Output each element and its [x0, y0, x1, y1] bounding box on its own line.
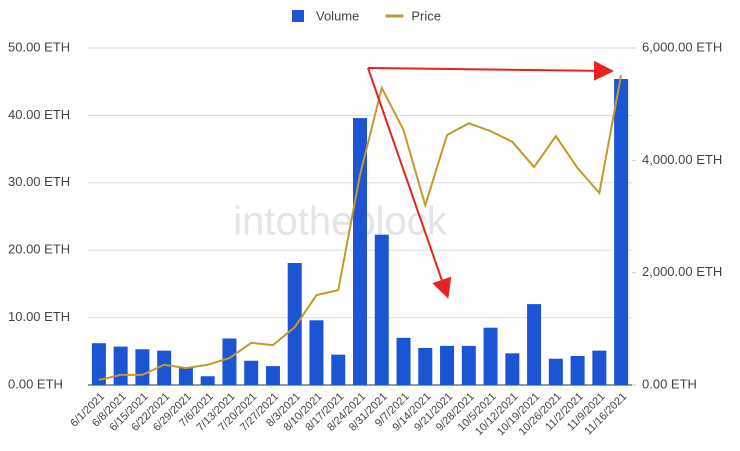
bar [287, 263, 302, 385]
watermark: intotheblock [233, 200, 447, 244]
bar [570, 356, 585, 385]
bar [440, 345, 455, 385]
bar [527, 304, 542, 385]
y-tick-label: 0.00 ETH [8, 376, 63, 391]
bar [483, 327, 498, 385]
bar [265, 366, 280, 385]
bar [157, 350, 172, 385]
y2-tick-label: 2,000.00 ETH [642, 264, 722, 279]
legend-swatch [292, 10, 304, 22]
bar [135, 349, 150, 385]
bar [244, 360, 259, 385]
bar [396, 337, 411, 385]
bar [353, 118, 367, 385]
legend-label: Volume [316, 8, 359, 23]
bar [418, 347, 433, 385]
y2-tick-label: 4,000.00 ETH [642, 152, 722, 167]
bar [113, 346, 128, 385]
bar [91, 343, 106, 385]
bar [548, 358, 563, 385]
y2-tick-label: 0.00 ETH [642, 376, 697, 391]
bar [200, 376, 215, 385]
bar [461, 345, 476, 385]
annotation-arrow [367, 67, 452, 299]
bar [374, 234, 389, 385]
bar [614, 79, 629, 385]
bar [505, 353, 520, 385]
bar [178, 368, 193, 385]
y-tick-label: 20.00 ETH [8, 242, 70, 257]
bar [331, 354, 346, 385]
y-tick-label: 10.00 ETH [8, 309, 70, 324]
y-tick-label: 50.00 ETH [8, 39, 70, 54]
y-tick-label: 30.00 ETH [8, 174, 70, 189]
bar [592, 350, 607, 385]
price-line [98, 74, 623, 381]
annotation-arrow [367, 60, 614, 81]
bar [222, 338, 237, 385]
legend-label: Price [411, 8, 441, 23]
bar [309, 320, 324, 385]
y2-tick-label: 6,000.00 ETH [642, 39, 722, 54]
y-tick-label: 40.00 ETH [8, 107, 70, 122]
